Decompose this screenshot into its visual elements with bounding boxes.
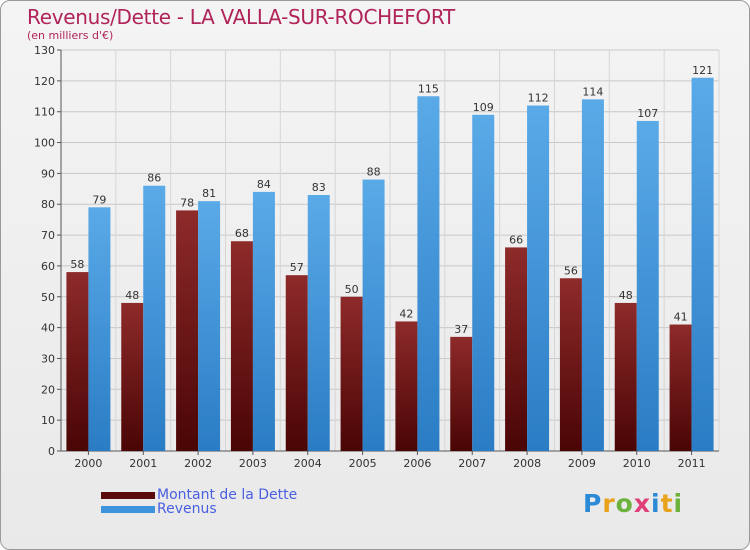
data-label-revenus: 79	[92, 193, 106, 206]
data-label-revenus: 115	[418, 82, 439, 95]
legend-swatch-revenus	[101, 505, 155, 513]
data-label-dette: 57	[290, 261, 304, 274]
bar-dette	[559, 278, 582, 451]
bar-dette	[340, 296, 363, 451]
data-label-revenus: 114	[582, 85, 603, 98]
y-tick-label: 10	[41, 414, 55, 427]
legend-swatch-dette	[101, 491, 155, 499]
bar-revenus	[581, 99, 604, 451]
y-tick-label: 40	[41, 322, 55, 335]
bar-revenus	[143, 185, 166, 451]
data-label-revenus: 84	[257, 178, 271, 191]
y-tick-label: 80	[41, 198, 55, 211]
chart-subtitle: (en milliers d'€)	[27, 29, 114, 42]
x-tick-label: 2004	[294, 457, 322, 470]
bar-dette	[285, 275, 308, 451]
bar-dette	[66, 272, 89, 451]
data-label-dette: 78	[180, 196, 194, 209]
x-tick-label: 2008	[513, 457, 541, 470]
bar-dette	[450, 336, 473, 451]
bar-revenus	[472, 114, 495, 452]
data-label-revenus: 121	[692, 64, 713, 77]
data-label-revenus: 81	[202, 187, 216, 200]
y-tick-label: 120	[34, 75, 55, 88]
bar-revenus	[691, 77, 714, 451]
data-label-revenus: 86	[147, 172, 161, 185]
bar-dette	[121, 302, 144, 451]
data-label-dette: 37	[454, 323, 468, 336]
data-label-dette: 41	[674, 311, 688, 324]
bar-dette	[230, 241, 253, 451]
bar-dette	[505, 247, 528, 451]
data-label-dette: 58	[70, 258, 84, 271]
legend-label-revenus: Revenus	[157, 501, 217, 517]
x-tick-label: 2001	[129, 457, 157, 470]
data-label-dette: 50	[345, 283, 359, 296]
data-label-dette: 68	[235, 227, 249, 240]
x-tick-label: 2006	[403, 457, 431, 470]
bar-revenus	[636, 120, 659, 451]
bar-revenus	[307, 194, 330, 451]
x-tick-label: 2002	[184, 457, 212, 470]
bar-revenus	[527, 105, 550, 452]
bar-dette	[614, 302, 637, 451]
y-tick-label: 30	[41, 352, 55, 365]
x-tick-label: 2000	[74, 457, 102, 470]
y-tick-label: 110	[34, 106, 55, 119]
chart-title: Revenus/Dette - LA VALLA-SUR-ROCHEFORT	[27, 5, 455, 29]
data-label-revenus: 107	[637, 107, 658, 120]
bar-dette	[176, 210, 199, 451]
x-tick-label: 2007	[458, 457, 486, 470]
x-tick-label: 2010	[623, 457, 651, 470]
y-tick-label: 60	[41, 260, 55, 273]
data-label-revenus: 83	[312, 181, 326, 194]
y-tick-label: 70	[41, 229, 55, 242]
bar-revenus	[362, 179, 385, 452]
data-label-revenus: 88	[367, 166, 381, 179]
bar-dette	[395, 321, 418, 451]
data-label-revenus: 112	[528, 92, 549, 105]
y-tick-label: 0	[48, 445, 55, 458]
x-tick-label: 2003	[239, 457, 267, 470]
data-label-dette: 56	[564, 264, 578, 277]
data-label-dette: 48	[619, 289, 633, 302]
y-tick-label: 50	[41, 291, 55, 304]
legend-label-dette: Montant de la Dette	[157, 487, 298, 503]
bar-revenus	[88, 207, 111, 451]
y-tick-label: 90	[41, 167, 55, 180]
bar-dette	[669, 324, 692, 451]
y-tick-label: 130	[34, 44, 55, 57]
y-tick-label: 20	[41, 383, 55, 396]
x-tick-label: 2009	[568, 457, 596, 470]
data-label-dette: 48	[125, 289, 139, 302]
bar-revenus	[252, 191, 275, 451]
legend-item-dette: Montant de la Dette	[101, 487, 298, 503]
data-label-dette: 42	[399, 307, 413, 320]
proxiti-logo: Proxiti	[583, 489, 684, 518]
y-tick-label: 100	[34, 137, 55, 150]
bar-revenus	[417, 96, 440, 452]
data-label-dette: 66	[509, 233, 523, 246]
bar-revenus	[198, 201, 221, 451]
x-tick-label: 2005	[349, 457, 377, 470]
data-label-revenus: 109	[473, 101, 494, 114]
x-tick-label: 2011	[678, 457, 706, 470]
legend-item-revenus: Revenus	[101, 501, 217, 517]
